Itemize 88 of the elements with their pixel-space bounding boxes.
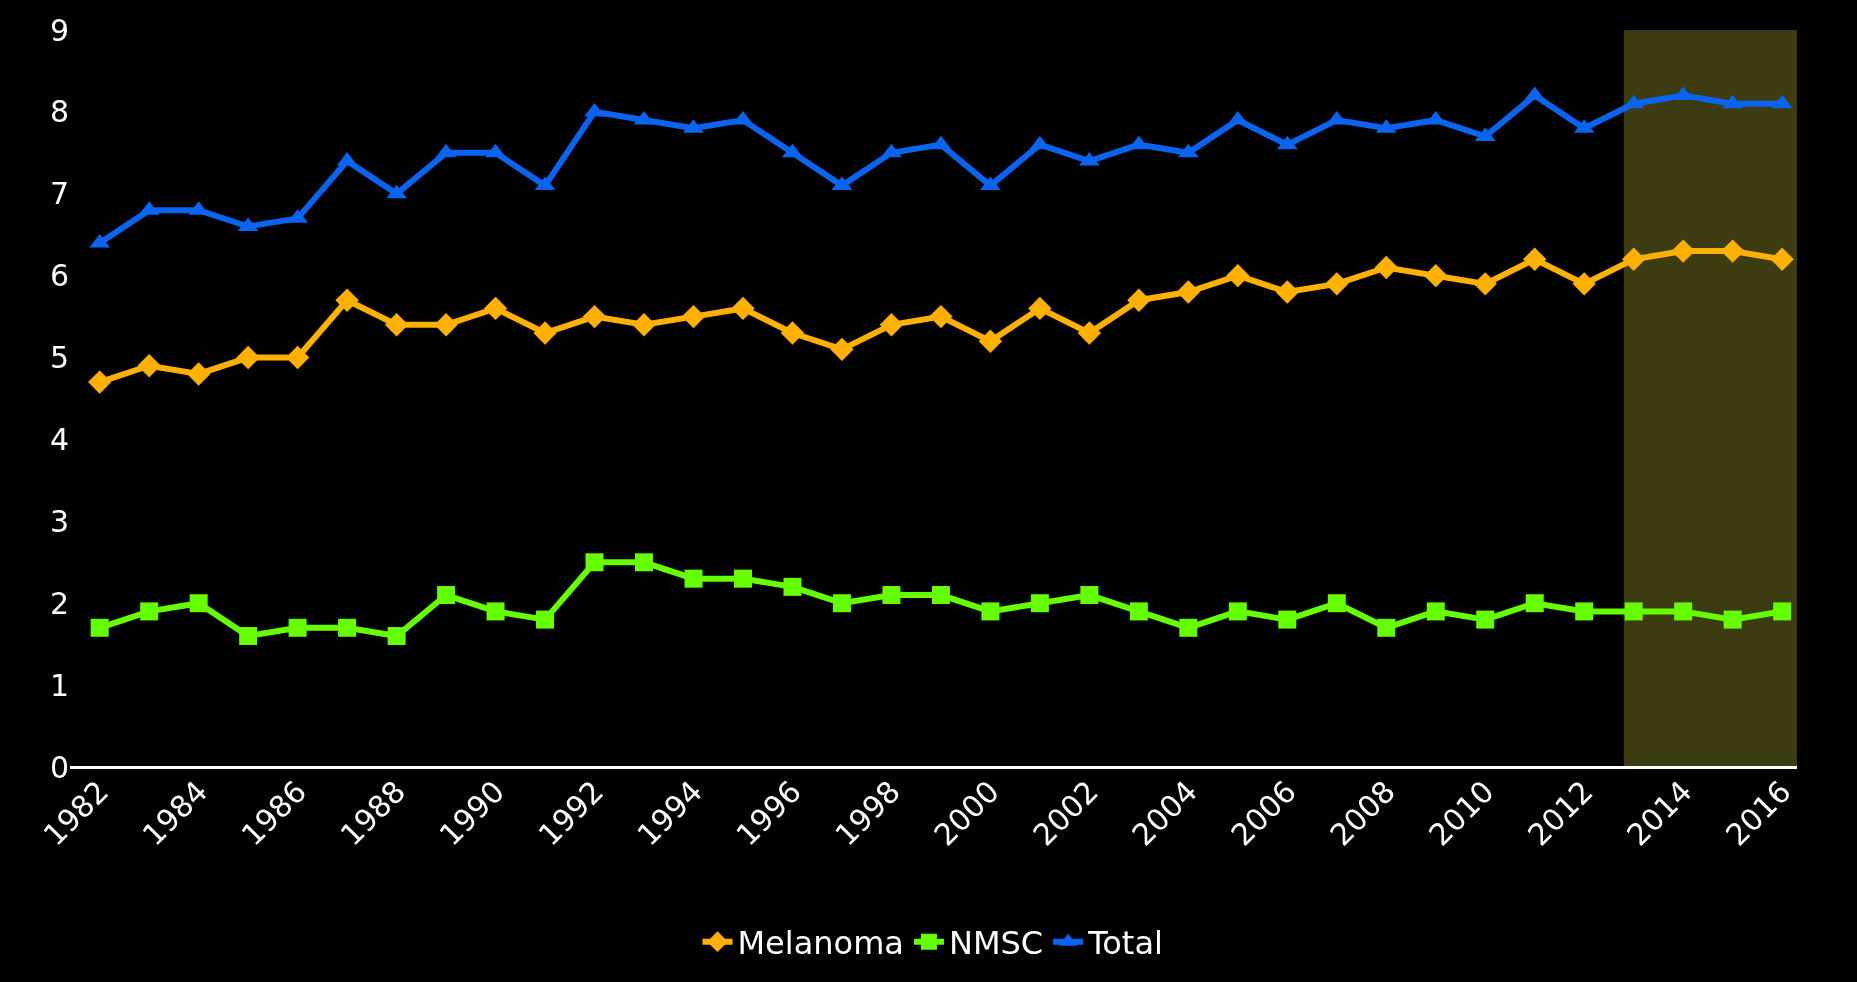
- point: [1129, 602, 1148, 621]
- point: [1377, 618, 1396, 637]
- y-tick-label: 0: [49, 749, 69, 785]
- point: [1572, 272, 1596, 296]
- point: [981, 602, 1000, 621]
- y-tick-label: 3: [49, 503, 69, 539]
- point: [1275, 280, 1300, 304]
- point: [929, 304, 953, 329]
- point: [1327, 594, 1346, 613]
- point: [1525, 594, 1544, 613]
- point: [830, 337, 854, 362]
- point: [384, 313, 409, 337]
- point: [285, 345, 310, 370]
- point: [1278, 610, 1297, 629]
- legend-label: Melanoma: [737, 924, 904, 963]
- point: [978, 329, 1003, 353]
- point: [733, 569, 752, 588]
- point: [288, 618, 307, 637]
- point: [632, 313, 656, 337]
- point: [1030, 594, 1049, 613]
- y-tick-label: 9: [49, 12, 69, 48]
- point: [186, 362, 211, 386]
- point: [731, 296, 755, 321]
- point: [387, 626, 406, 645]
- y-tick-label: 8: [49, 94, 69, 130]
- point: [1077, 321, 1102, 345]
- point: [1374, 255, 1398, 280]
- point: [1176, 280, 1201, 304]
- point: [1723, 610, 1742, 629]
- point: [882, 586, 901, 605]
- point: [1179, 618, 1198, 637]
- point: [783, 577, 802, 596]
- point: [585, 553, 604, 572]
- point: [437, 586, 456, 605]
- point: [780, 321, 805, 345]
- point: [1575, 602, 1594, 621]
- point: [980, 176, 1001, 191]
- point: [1228, 602, 1247, 621]
- point: [832, 594, 851, 613]
- point: [483, 296, 508, 321]
- point: [1671, 239, 1695, 263]
- y-tick-label: 4: [49, 421, 69, 457]
- point: [782, 143, 803, 158]
- point: [536, 610, 555, 629]
- point: [635, 553, 654, 572]
- point: [1476, 610, 1495, 629]
- point: [338, 618, 357, 637]
- point: [1325, 272, 1349, 296]
- point: [239, 626, 258, 645]
- y-tick-label: 5: [49, 340, 69, 376]
- point: [485, 143, 506, 158]
- point: [1424, 263, 1448, 288]
- point: [140, 602, 159, 621]
- point: [1674, 602, 1693, 621]
- point: [236, 345, 260, 370]
- point: [1523, 247, 1547, 271]
- y-tick-label: 1: [49, 667, 69, 703]
- point: [1773, 602, 1792, 621]
- legend-label: NMSC: [948, 924, 1044, 963]
- y-tick-label: 6: [49, 258, 69, 294]
- point: [90, 618, 109, 637]
- y-tick-label: 7: [49, 176, 69, 212]
- point: [881, 143, 902, 158]
- legend-label: Total: [1087, 924, 1163, 963]
- point: [1028, 296, 1052, 321]
- point: [137, 354, 161, 378]
- point: [386, 184, 407, 199]
- point: [1080, 586, 1099, 605]
- point: [1624, 602, 1643, 621]
- point: [684, 569, 703, 588]
- y-tick-label: 2: [49, 585, 69, 621]
- point: [189, 594, 208, 613]
- point: [335, 288, 359, 312]
- point: [533, 321, 557, 345]
- point: [582, 304, 607, 329]
- point: [681, 304, 706, 329]
- point: [1226, 263, 1250, 288]
- point: [584, 102, 605, 117]
- point: [1770, 247, 1794, 271]
- point: [1473, 272, 1497, 296]
- point: [1127, 288, 1151, 312]
- point: [486, 602, 505, 621]
- point: [87, 370, 112, 394]
- point: [1622, 247, 1646, 271]
- point: [931, 586, 950, 605]
- point: [1426, 602, 1445, 621]
- point: [434, 313, 458, 337]
- point: [879, 313, 904, 337]
